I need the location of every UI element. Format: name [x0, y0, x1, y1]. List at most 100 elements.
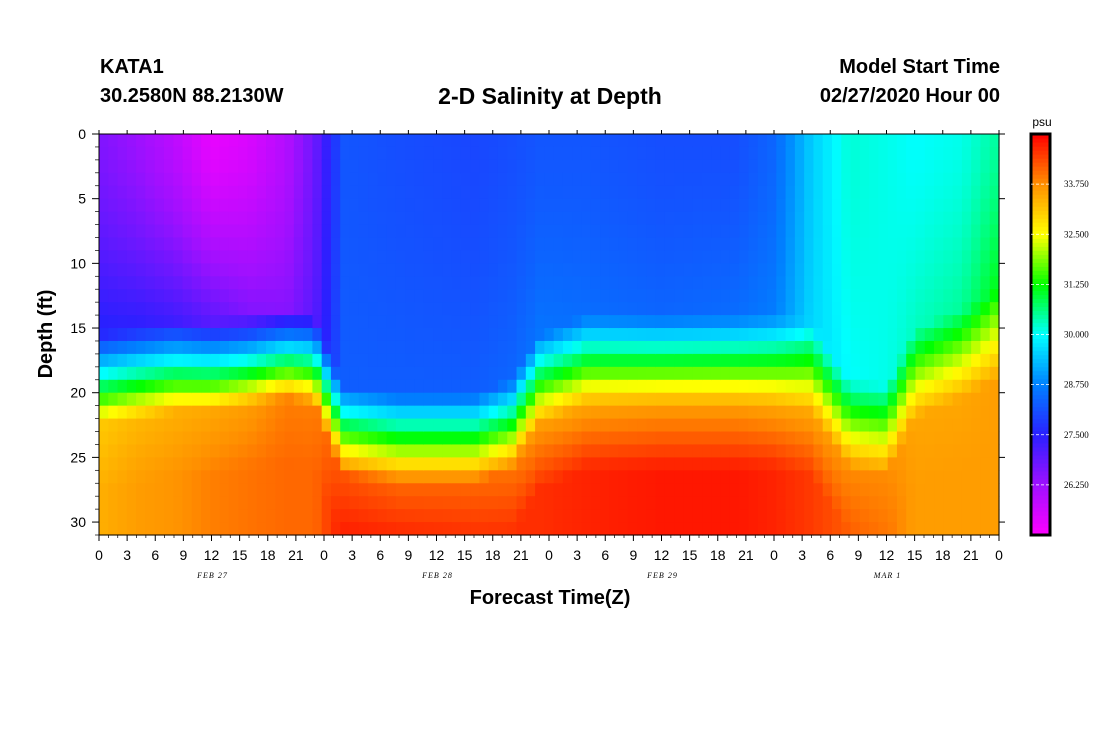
heatmap-cell	[757, 379, 768, 394]
heatmap-cell	[850, 146, 861, 161]
heatmap-cell	[312, 522, 323, 536]
heatmap-cell	[934, 522, 944, 536]
heatmap-cell	[433, 379, 443, 394]
heatmap-cell	[664, 431, 675, 446]
heatmap-cell	[850, 366, 861, 381]
heatmap-cell	[386, 496, 397, 510]
heatmap-cell	[368, 224, 378, 239]
heatmap-cell	[674, 211, 685, 226]
colorbar-tick-label: 32.500	[1064, 229, 1089, 239]
heatmap-cell	[293, 509, 304, 523]
heatmap-cell	[906, 198, 917, 213]
heatmap-cell	[813, 211, 824, 226]
heatmap-cell	[163, 496, 174, 510]
heatmap-cell	[414, 509, 425, 523]
heatmap-cell	[646, 224, 657, 239]
heatmap-cell	[460, 509, 471, 523]
heatmap-cell	[442, 289, 453, 303]
heatmap-cell	[479, 250, 490, 264]
heatmap-cell	[980, 353, 991, 368]
heatmap-cell	[219, 237, 230, 252]
heatmap-cell	[767, 509, 777, 523]
heatmap-cell	[822, 328, 833, 342]
heatmap-cell	[562, 198, 573, 213]
heatmap-cell	[535, 483, 545, 497]
heatmap-cell	[293, 146, 304, 161]
colorbar-segment	[1031, 270, 1050, 275]
heatmap-cell	[405, 340, 416, 355]
heatmap-cell	[655, 392, 666, 407]
heatmap-cell	[943, 353, 954, 368]
colorbar-segment	[1031, 294, 1050, 300]
heatmap-cell	[275, 185, 286, 200]
heatmap-cell	[219, 353, 230, 368]
heatmap-cell	[488, 198, 499, 213]
heatmap-cell	[906, 159, 917, 174]
heatmap-cell	[692, 289, 703, 303]
heatmap-cell	[117, 379, 128, 394]
heatmap-cell	[108, 224, 119, 239]
heatmap-cell	[664, 211, 675, 226]
heatmap-cell	[126, 366, 137, 381]
heatmap-cell	[238, 522, 249, 536]
colorbar-segment	[1031, 138, 1050, 143]
heatmap-cell	[627, 353, 638, 368]
heatmap-cell	[386, 353, 397, 368]
heatmap-cell	[989, 198, 1000, 213]
heatmap-cell	[739, 353, 750, 368]
heatmap-cell	[767, 315, 777, 329]
heatmap-cell	[321, 159, 332, 174]
heatmap-cell	[906, 379, 917, 394]
heatmap-cell	[896, 315, 907, 329]
heatmap-cell	[191, 198, 202, 213]
heatmap-cell	[349, 159, 360, 174]
heatmap-cell	[906, 211, 917, 226]
heatmap-cell	[284, 379, 295, 394]
heatmap-cell	[108, 237, 119, 252]
heatmap-cell	[516, 302, 527, 316]
heatmap-cell	[368, 263, 378, 277]
heatmap-cell	[173, 392, 184, 407]
heatmap-cell	[358, 289, 369, 303]
heatmap-cell	[553, 483, 564, 497]
heatmap-cell	[822, 134, 833, 148]
heatmap-cell	[451, 366, 462, 381]
heatmap-cell	[739, 185, 750, 200]
colorbar-segment	[1031, 382, 1050, 388]
heatmap-cell	[470, 237, 481, 252]
heatmap-cell	[117, 353, 128, 368]
heatmap-cell	[664, 159, 675, 174]
heatmap-cell	[507, 211, 518, 226]
heatmap-cell	[841, 211, 852, 226]
heatmap-cell	[99, 470, 109, 484]
heatmap-cell	[961, 392, 972, 407]
heatmap-cell	[989, 353, 1000, 368]
heatmap-cell	[405, 366, 416, 381]
heatmap-cell	[618, 405, 629, 420]
heatmap-cell	[433, 418, 443, 433]
heatmap-cell	[349, 470, 360, 484]
heatmap-cell	[201, 315, 211, 329]
heatmap-cell	[859, 224, 870, 239]
heatmap-cell	[321, 483, 332, 497]
heatmap-cell	[683, 340, 694, 355]
heatmap-cell	[627, 444, 638, 458]
heatmap-cell	[785, 172, 796, 187]
heatmap-cell	[711, 198, 722, 213]
heatmap-cell	[971, 405, 982, 420]
heatmap-cell	[896, 340, 907, 355]
heatmap-cell	[627, 289, 638, 303]
heatmap-cell	[275, 340, 286, 355]
heatmap-cell	[535, 302, 545, 316]
heatmap-cell	[618, 315, 629, 329]
heatmap-cell	[303, 470, 313, 484]
heatmap-cell	[989, 289, 1000, 303]
heatmap-cell	[637, 289, 648, 303]
heatmap-cell	[934, 444, 944, 458]
heatmap-cell	[831, 159, 842, 174]
heatmap-cell	[99, 146, 109, 161]
heatmap-cell	[980, 366, 991, 381]
heatmap-cell	[878, 509, 889, 523]
heatmap-cell	[433, 211, 443, 226]
heatmap-cell	[906, 340, 917, 355]
